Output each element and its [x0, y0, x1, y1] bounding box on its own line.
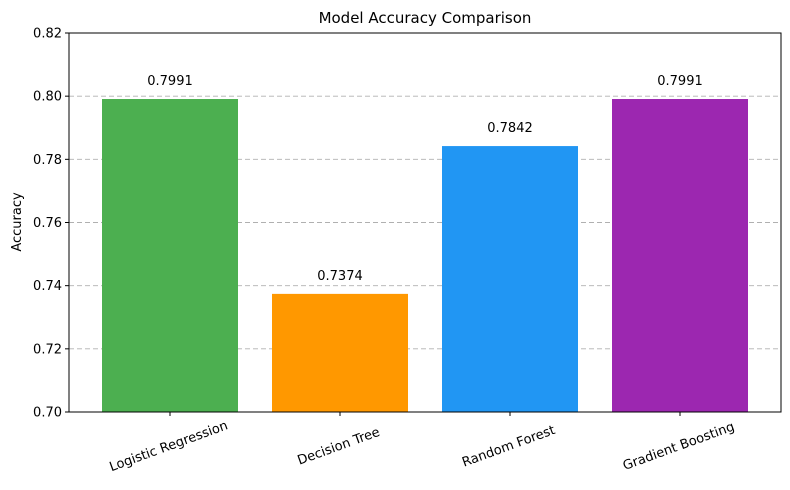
y-tick-label: 0.78 [33, 153, 62, 168]
x-tick-label: Random Forest [460, 423, 557, 471]
y-axis-label: Accuracy [10, 192, 25, 252]
data-label: 0.7842 [487, 121, 533, 136]
data-labels: 0.7991 0.7374 0.7842 0.7991 [147, 74, 703, 284]
bar [612, 99, 748, 413]
y-tick-label: 0.76 [33, 216, 62, 231]
x-tick-label: Gradient Boosting [621, 420, 737, 474]
data-label: 0.7991 [147, 74, 193, 89]
data-label: 0.7374 [317, 269, 363, 284]
bars [102, 99, 748, 413]
x-tick-label: Logistic Regression [108, 418, 230, 475]
bar [272, 293, 408, 412]
data-label: 0.7991 [657, 74, 703, 89]
y-axis-ticks: 0.70 0.72 0.74 0.76 0.78 0.80 0.82 [33, 27, 69, 421]
y-tick-label: 0.80 [33, 90, 62, 105]
y-tick-label: 0.72 [33, 342, 62, 357]
bar [102, 99, 238, 413]
x-tick-label: Decision Tree [296, 425, 382, 469]
y-tick-label: 0.74 [33, 279, 62, 294]
y-tick-label: 0.70 [33, 406, 62, 421]
x-axis-ticks: Logistic Regression Decision Tree Random F… [108, 412, 737, 475]
y-tick-label: 0.82 [33, 27, 62, 42]
chart-title: Model Accuracy Comparison [319, 9, 532, 27]
bar [442, 146, 578, 412]
